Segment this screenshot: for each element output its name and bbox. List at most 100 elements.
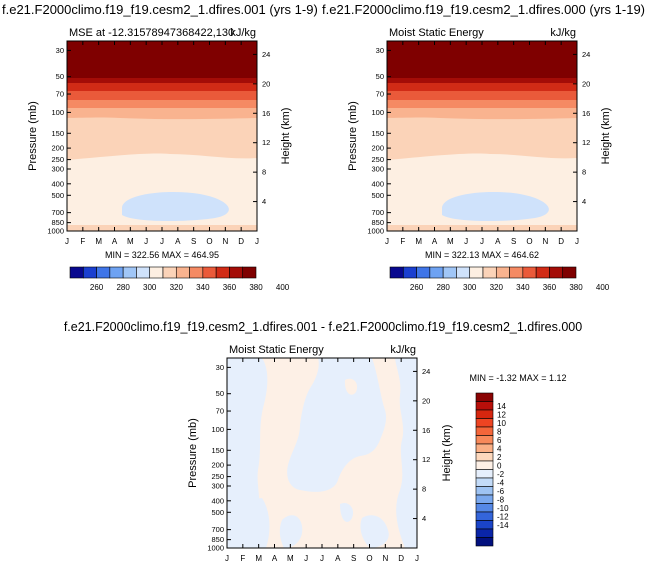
- pressure-tick-label: 300: [51, 164, 64, 173]
- pressure-tick-label: 850: [211, 535, 224, 544]
- x-tick-label: N: [222, 237, 228, 246]
- diff-field: [227, 358, 417, 548]
- mse-right-minmax: MIN = 322.13 MAX = 464.62: [425, 250, 539, 260]
- colorbar-label: 0: [497, 461, 502, 470]
- x-tick-label: J: [225, 554, 229, 563]
- x-tick-label: F: [400, 237, 405, 246]
- pressure-tick-label: 400: [51, 179, 64, 188]
- x-tick-label: D: [558, 237, 564, 246]
- pressure-tick-label: 500: [51, 191, 64, 200]
- top-left-figure-title: f.e21.F2000climo.f19_f19.cesm2_1.dfires.…: [2, 2, 318, 17]
- mse-right-units: kJ/kg: [550, 27, 576, 39]
- mse-right-left-string: Moist Static Energy: [389, 27, 484, 39]
- x-tick-label: A: [272, 554, 278, 563]
- colorbar-box: [475, 418, 494, 428]
- x-tick-label: J: [304, 554, 308, 563]
- height-tick-label: 8: [582, 168, 586, 177]
- height-tick-label: 24: [262, 50, 270, 59]
- height-tick-label: 4: [262, 197, 266, 206]
- pressure-tick-label: 100: [211, 425, 224, 434]
- diff-ylabel: Pressure (mb): [187, 418, 199, 488]
- x-tick-label: J: [255, 237, 259, 246]
- x-tick-label: M: [287, 554, 294, 563]
- colorbar-box: [475, 486, 494, 496]
- height-tick-label: 24: [582, 50, 590, 59]
- colorbar-box: [469, 266, 484, 279]
- pressure-tick-label: 200: [371, 144, 384, 153]
- colorbar-label: 380: [249, 283, 263, 292]
- x-tick-label: J: [320, 554, 324, 563]
- colorbar-box: [242, 266, 257, 279]
- colorbar-box: [109, 266, 124, 279]
- pressure-tick-label: 150: [211, 446, 224, 455]
- x-tick-label: N: [382, 554, 388, 563]
- x-tick-label: J: [415, 554, 419, 563]
- x-tick-label: M: [255, 554, 262, 563]
- pressure-tick-label: 50: [216, 389, 224, 398]
- colorbar-box: [429, 266, 444, 279]
- colorbar-box: [442, 266, 457, 279]
- pressure-tick-label: 200: [51, 144, 64, 153]
- colorbar-box: [162, 266, 177, 279]
- pressure-tick-label: 30: [56, 46, 64, 55]
- colorbar-box: [389, 266, 404, 279]
- x-tick-label: O: [366, 554, 372, 563]
- x-tick-label: O: [526, 237, 532, 246]
- height-tick-label: 20: [422, 396, 430, 405]
- colorbar-box: [475, 443, 494, 453]
- colorbar-box: [475, 537, 494, 547]
- colorbar-box: [202, 266, 217, 279]
- colorbar-label: 10: [497, 419, 506, 428]
- pressure-tick-label: 400: [211, 496, 224, 505]
- colorbar-label: 260: [410, 283, 424, 292]
- x-tick-label: A: [495, 237, 501, 246]
- pressure-tick-label: 850: [51, 218, 64, 227]
- x-tick-label: A: [335, 554, 341, 563]
- diff-left-string: Moist Static Energy: [229, 344, 324, 356]
- pressure-tick-label: 70: [56, 90, 64, 99]
- colorbar-label: 280: [436, 283, 450, 292]
- mse-left-left-string: MSE at -12.31578947368422,130: [69, 27, 234, 39]
- colorbar-box: [122, 266, 137, 279]
- x-tick-label: D: [238, 237, 244, 246]
- pressure-tick-label: 300: [211, 481, 224, 490]
- top-right-figure-title: f.e21.F2000climo.f19_f19.cesm2_1.dfires.…: [322, 2, 645, 17]
- colorbar-box: [82, 266, 97, 279]
- colorbar-box: [535, 266, 550, 279]
- mse-right-field: [387, 41, 577, 231]
- colorbar-label: -12: [497, 512, 509, 521]
- mse-left-units: kJ/kg: [230, 27, 256, 39]
- colorbar-box: [475, 435, 494, 445]
- colorbar-box: [475, 392, 494, 402]
- height-tick-label: 4: [582, 197, 586, 206]
- diff-minmax: MIN = -1.32 MAX = 1.12: [469, 373, 566, 383]
- colorbar-box: [402, 266, 417, 279]
- x-tick-label: M: [415, 237, 422, 246]
- colorbar-box: [475, 469, 494, 479]
- colorbar-box: [475, 452, 494, 462]
- colorbar-box: [475, 477, 494, 487]
- x-tick-label: A: [432, 237, 438, 246]
- x-tick-label: A: [112, 237, 118, 246]
- height-tick-label: 8: [422, 485, 426, 494]
- colorbar-box: [475, 511, 494, 521]
- colorbar-label: 14: [497, 402, 506, 411]
- mse-right-y2label: Height (km): [600, 108, 612, 165]
- colorbar-label: 8: [497, 427, 502, 436]
- colorbar-box: [189, 266, 204, 279]
- x-tick-label: M: [127, 237, 134, 246]
- height-tick-label: 20: [262, 79, 270, 88]
- pressure-tick-label: 30: [216, 363, 224, 372]
- pressure-tick-label: 300: [371, 164, 384, 173]
- height-tick-label: 16: [422, 426, 430, 435]
- colorbar-label: 320: [170, 283, 184, 292]
- height-tick-label: 20: [582, 79, 590, 88]
- mse-panel-right: Moist Static Energy kJ/kg J F M A M J J A S O N D J3…: [347, 27, 612, 260]
- height-tick-label: 12: [582, 138, 590, 147]
- pressure-tick-label: 50: [376, 72, 384, 81]
- height-tick-label: 16: [582, 109, 590, 118]
- colorbar-label: 360: [543, 283, 557, 292]
- colorbar-box: [549, 266, 564, 279]
- colorbar-box: [475, 460, 494, 470]
